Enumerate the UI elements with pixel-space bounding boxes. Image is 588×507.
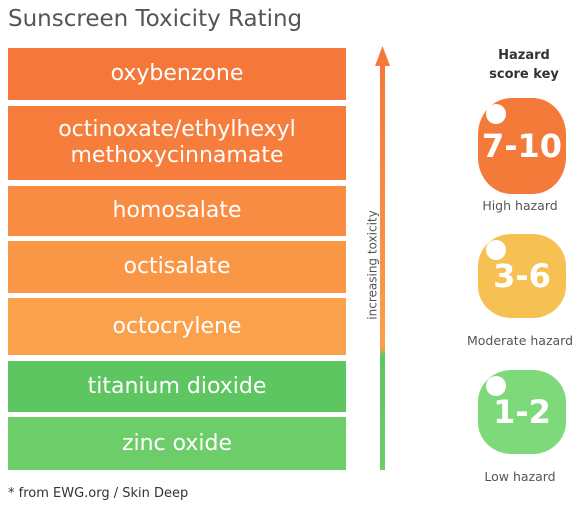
badge-icon [486,240,506,260]
footnote: * from EWG.org / Skin Deep [8,486,189,501]
badge: 1-2 [478,370,566,454]
label-gap [366,190,380,330]
badge-icon [486,104,506,124]
ingredient-row: homosalate [8,186,346,236]
key-label: Low hazard [484,469,556,484]
badge-score: 1-2 [493,393,551,431]
arrow-label: increasing toxicity [366,210,380,319]
ingredient-row: octinoxate/ethylhexyl methoxycinnamate [8,106,346,180]
key-label: High hazard [482,198,558,213]
badge: 7-10 [478,98,566,194]
ingredient-row: octisalate [8,241,346,293]
arrow-head [375,46,390,66]
arrow-shaft [380,62,385,470]
ingredient-row: octocrylene [8,298,346,355]
key-title: Hazard score key [489,48,559,82]
badge-score: 7-10 [481,127,563,165]
ingredient-row: titanium dioxide [8,361,346,412]
ingredient-row: zinc oxide [8,417,346,470]
badge-icon [486,376,506,396]
ingredient-row: oxybenzone [8,48,346,100]
badge-score: 3-6 [493,257,551,295]
key-label: Moderate hazard [466,333,574,348]
badge: 3-6 [478,234,566,318]
title: Sunscreen Toxicity Rating [8,6,303,32]
toxicity-arrow: increasing toxicity [366,46,390,470]
